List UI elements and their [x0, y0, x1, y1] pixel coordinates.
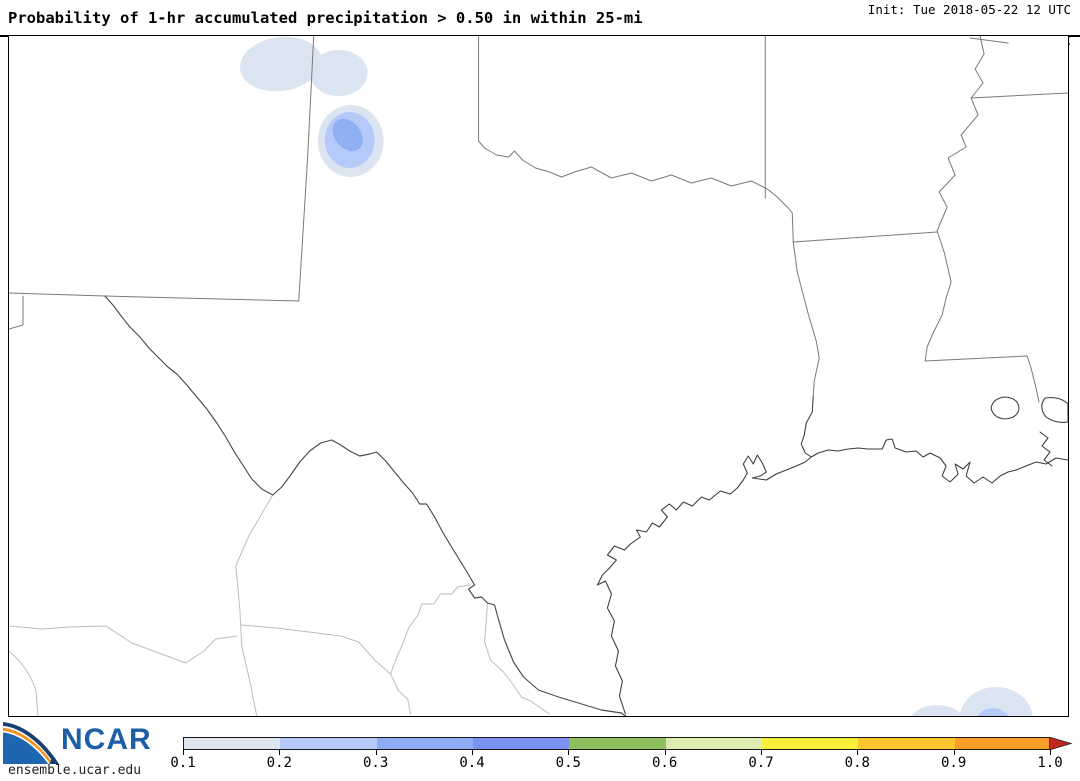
precip-region-gulf-coast-blob-mid: [977, 708, 1009, 716]
page-title: Probability of 1-hr accumulated precipit…: [8, 9, 643, 27]
colorbar-segment-0.5: [569, 738, 667, 749]
precip-region-nw-texas-blob-east-lobe: [309, 50, 368, 96]
border-nm-tx-103w: [298, 36, 315, 302]
border-nuevoleon-tamaulipas: [484, 602, 550, 715]
colorbar-tickmark-0.9: [953, 750, 955, 755]
la-marsh-squiggle: [1039, 431, 1053, 467]
colorbar-tickmark-0.6: [664, 750, 666, 755]
border-durango-southwest: [9, 650, 39, 716]
colorbar-ticklabel-1.0: 1.0: [1037, 755, 1063, 771]
colorbar-tickmark-1.0: [1050, 750, 1051, 755]
ncar-logo-text: NCAR: [61, 723, 152, 756]
gulf-coastline: [596, 438, 1068, 715]
colorbar-ticklabel-0.4: 0.4: [459, 755, 485, 771]
colorbar-tickmark-0.3: [375, 750, 377, 755]
colorbar-segment-0.2: [280, 738, 378, 749]
rio-grande-river: [104, 295, 626, 716]
border-tx-ok-red-river: [478, 36, 789, 209]
precip-region-nw-texas-blob-west-lobe: [240, 36, 322, 92]
forecast-map: [8, 36, 1069, 717]
border-nm-mexico-stub: [9, 295, 24, 330]
lake-maurepas: [990, 396, 1020, 420]
colorbar-ticklabel-0.3: 0.3: [363, 755, 389, 771]
init-time: Init: Tue 2018-05-22 12 UTC: [867, 2, 1071, 17]
border-tn-ms-35n: [970, 92, 1068, 99]
border-mo-ar-stub: [969, 37, 1009, 44]
border-tx-ar: [787, 207, 794, 243]
colorbar-ticklabel-0.6: 0.6: [652, 755, 678, 771]
colorbar-bar: [183, 737, 1052, 750]
map-canvas: [9, 36, 1068, 716]
colorbar-segment-0.9: [954, 738, 1052, 749]
state-lines: [9, 36, 1068, 403]
border-chihuahua-durango: [9, 625, 238, 664]
sabine-river-lake: [800, 395, 814, 458]
precip-region-gulf-coast-blob-outer: [959, 687, 1033, 716]
precip-layer: [240, 36, 1033, 716]
colorbar-ticklabel-0.1: 0.1: [170, 755, 196, 771]
border-coahuila-nuevoleon: [390, 584, 472, 715]
colorbar-tickmark-0.8: [857, 750, 859, 755]
colorbar-ticklabel-0.7: 0.7: [748, 755, 774, 771]
colorbar-segment-0.8: [858, 738, 956, 749]
mississippi-river: [924, 36, 985, 362]
colorbar-ticklabel-0.9: 0.9: [941, 755, 967, 771]
ncar-logo-icon: [3, 722, 59, 764]
precip-region-gulf-coast-blob-small: [911, 705, 963, 716]
precip-region-panhandle-blob-core: [332, 118, 363, 152]
rio-grande: [104, 295, 626, 716]
colorbar-arrow-shape: [1049, 737, 1073, 750]
colorbar-ticklabel-0.2: 0.2: [266, 755, 292, 771]
footer: NCAR ensemble.ucar.edu 0.1 0.2 0.3 0.4 0.5 0.…: [0, 717, 1080, 781]
colorbar-ticks: 0.1 0.2 0.3 0.4 0.5 0.6 0.7 0.8 0.9 1.0: [0, 717, 1080, 781]
colorbar-segment-0.6: [665, 738, 763, 749]
coast-lines: [596, 395, 1068, 715]
ensemble-site-label: ensemble.ucar.edu: [8, 763, 142, 778]
colorbar-tickmark-0.2: [279, 750, 281, 755]
colorbar-tickmark-0.1: [183, 750, 184, 755]
colorbar-tickmark-0.4: [472, 750, 473, 755]
mexico-lines: [9, 494, 550, 716]
colorbar-ticklabel-0.8: 0.8: [844, 755, 870, 771]
colorbar-segment-0.3: [376, 738, 474, 749]
colorbar-segment-0.7: [762, 738, 859, 749]
border-coahuila-west-link: [241, 624, 392, 675]
border-tx-nm-32n: [9, 292, 300, 302]
colorbar-ticklabel-0.5: 0.5: [555, 755, 581, 771]
colorbar-segment-0.4: [473, 738, 570, 749]
colorbar-tickmark-0.5: [568, 750, 570, 755]
colorbar-arrow: [1049, 737, 1073, 750]
lake-pontchartrain: [1041, 397, 1068, 423]
colorbar-tickmark-0.7: [761, 750, 762, 755]
colorbar-segment-0.1: [184, 738, 281, 749]
border-ms-la-31n-pearl: [924, 355, 1040, 403]
border-ar-la-33n: [792, 231, 938, 243]
border-tx-la: [792, 241, 820, 397]
border-chihuahua-coahuila: [235, 494, 274, 716]
